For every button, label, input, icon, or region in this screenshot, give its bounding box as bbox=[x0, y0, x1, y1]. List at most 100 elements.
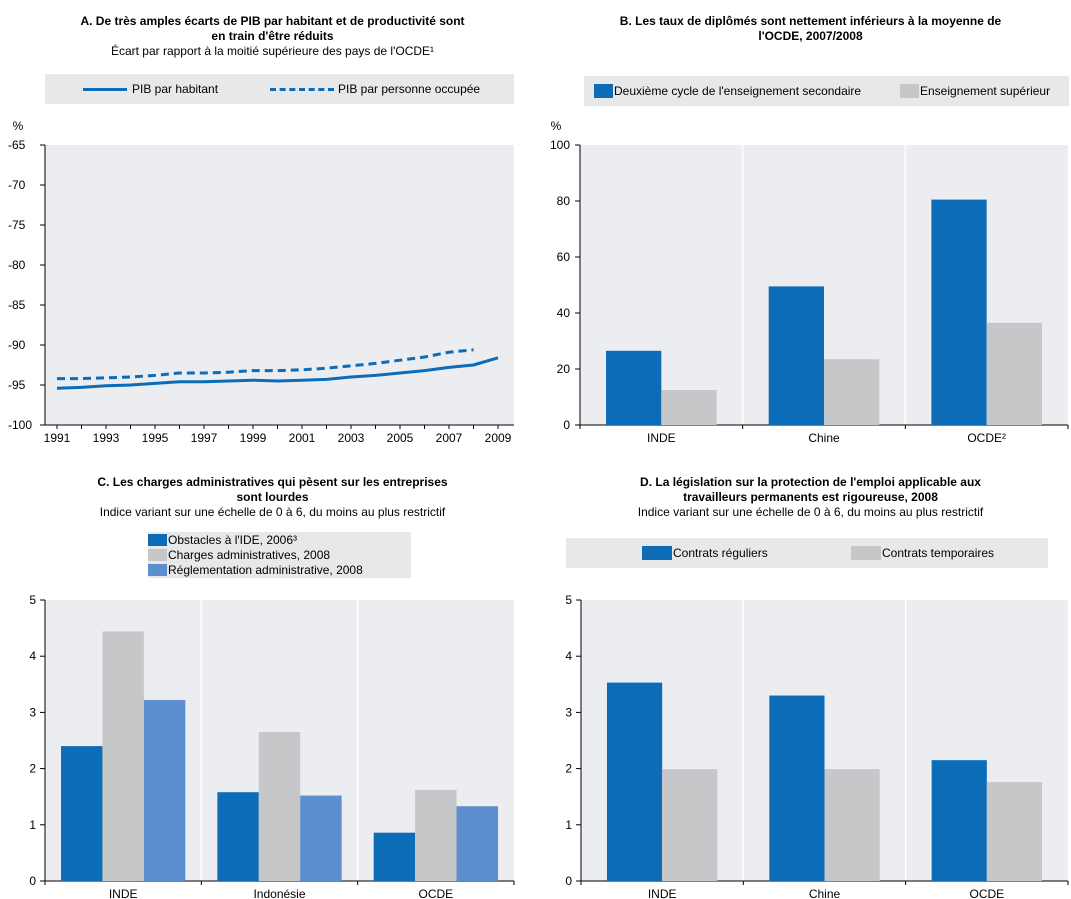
panel-c: C. Les charges administratives qui pèsen… bbox=[0, 440, 530, 899]
bar bbox=[258, 732, 301, 881]
legend-lightblue-swatch bbox=[148, 564, 167, 576]
panel-b-chart: 0 20 40 60 80 100% INDE Chine OCDE² bbox=[550, 119, 1069, 445]
bar bbox=[661, 390, 717, 425]
legend-blue-swatch bbox=[594, 84, 613, 98]
panel-b-legend-label-1: Deuxième cycle de l'enseignement seconda… bbox=[614, 84, 862, 98]
bar bbox=[662, 769, 718, 881]
legend-blue-swatch bbox=[642, 546, 672, 560]
x-tick-label: OCDE² bbox=[967, 431, 1006, 445]
legend-dashed-line-icon bbox=[270, 88, 334, 91]
panel-b: B. Les taux de diplômés sont nettement i… bbox=[530, 0, 1071, 445]
y-tick-label: -75 bbox=[8, 218, 26, 232]
x-tick-label: Chine bbox=[808, 431, 840, 445]
panel-d: D. La législation sur la protection de l… bbox=[530, 440, 1071, 899]
x-tick-label: 2001 bbox=[289, 431, 316, 445]
y-tick-label: 20 bbox=[557, 362, 571, 376]
bar bbox=[217, 792, 259, 881]
y-tick-label: -100 bbox=[8, 418, 32, 432]
y-tick-label: 4 bbox=[29, 649, 36, 663]
y-tick-label: -80 bbox=[8, 258, 26, 272]
series-line-pib-par-habitant bbox=[56, 356, 499, 390]
x-tick-label: INDE bbox=[647, 431, 676, 445]
panel-a-chart: -65 -70 -75 -80 -85 -90 -95 -100% 1991 1993 1995 19… bbox=[8, 119, 514, 445]
x-tick-label: INDE bbox=[109, 887, 138, 899]
y-tick-label: 5 bbox=[565, 593, 572, 607]
y-tick-label: 100 bbox=[550, 138, 570, 152]
panel-a-title-line1: A. De très amples écarts de PIB par habi… bbox=[80, 14, 465, 28]
plot-area bbox=[45, 145, 514, 425]
panel-b-title-line2: l'OCDE, 2007/2008 bbox=[758, 29, 863, 43]
legend-grey-swatch bbox=[851, 546, 881, 560]
bar bbox=[824, 769, 880, 881]
bar bbox=[606, 682, 663, 881]
y-tick-label: 2 bbox=[565, 762, 572, 776]
bar bbox=[373, 832, 416, 881]
panel-c-legend-label-3: Réglementation administrative, 2008 bbox=[168, 563, 363, 577]
y-tick-label: 40 bbox=[557, 306, 571, 320]
y-tick-label: 0 bbox=[29, 874, 36, 888]
panel-d-legend: Contrats réguliers Contrats temporaires bbox=[566, 538, 1048, 568]
x-tick-label: 1995 bbox=[142, 431, 169, 445]
bar bbox=[456, 806, 498, 881]
y-tick-label: 1 bbox=[29, 818, 36, 832]
legend-grey-swatch bbox=[900, 84, 919, 98]
legend-solid-line-icon bbox=[83, 88, 127, 91]
bar bbox=[143, 700, 186, 881]
bar bbox=[769, 695, 825, 881]
y-tick-label: -95 bbox=[8, 378, 26, 392]
y-tick-label: 3 bbox=[565, 705, 572, 719]
x-tick-label: OCDE bbox=[969, 887, 1004, 899]
panel-d-legend-label-1: Contrats réguliers bbox=[673, 546, 768, 560]
bar bbox=[768, 286, 824, 425]
x-tick-label: 1993 bbox=[93, 431, 120, 445]
y-tick-label: 2 bbox=[29, 762, 36, 776]
panel-b-title-line1: B. Les taux de diplômés sont nettement i… bbox=[619, 14, 1002, 28]
x-tick-label: OCDE bbox=[418, 887, 453, 899]
bar bbox=[300, 795, 342, 881]
legend-grey-swatch bbox=[148, 549, 167, 561]
panel-b-legend: Deuxième cycle de l'enseignement seconda… bbox=[584, 76, 1069, 106]
panel-c-legend-label-1: Obstacles à l'IDE, 2006³ bbox=[168, 533, 298, 547]
y-tick-label: 0 bbox=[563, 418, 570, 432]
series-line-pib-par-personne-occupee bbox=[57, 348, 474, 381]
panel-c-chart: 0 1 2 3 4 5 INDE Indonésie OCDE bbox=[29, 593, 515, 899]
panel-d-legend-label-2: Contrats temporaires bbox=[882, 546, 995, 560]
y-tick-label: -65 bbox=[8, 138, 26, 152]
y-unit-label: % bbox=[551, 119, 562, 133]
panel-c-title-line2: sont lourdes bbox=[236, 490, 309, 504]
bar bbox=[986, 322, 1042, 425]
panel-d-title-line2: travailleurs permanents est rigoureuse, … bbox=[683, 490, 938, 504]
x-tick-label: 2005 bbox=[387, 431, 414, 445]
panel-a-legend: PIB par habitant PIB par personne occupé… bbox=[45, 74, 514, 104]
panel-c-subtitle: Indice variant sur une échelle de 0 à 6,… bbox=[99, 505, 446, 519]
x-tick-label: Chine bbox=[809, 887, 841, 899]
x-tick-label: 1997 bbox=[191, 431, 218, 445]
x-tick-label: 2009 bbox=[485, 431, 512, 445]
y-tick-label: 60 bbox=[557, 250, 571, 264]
bar bbox=[986, 782, 1043, 881]
x-tick-label: 2003 bbox=[338, 431, 365, 445]
panel-d-title-line1: D. La législation sur la protection de l… bbox=[640, 475, 981, 489]
y-tick-label: 1 bbox=[565, 818, 572, 832]
legend-blue-swatch bbox=[148, 534, 167, 546]
panel-a-subtitle: Écart par rapport à la moitié supérieure… bbox=[110, 44, 435, 58]
panel-c-title-line1: C. Les charges administratives qui pèsen… bbox=[97, 475, 448, 489]
panel-a-title-line2: en train d'être réduits bbox=[211, 29, 334, 43]
bar bbox=[102, 631, 144, 881]
y-tick-label: 4 bbox=[565, 649, 572, 663]
y-tick-label: -85 bbox=[8, 298, 26, 312]
bar bbox=[61, 746, 103, 881]
panel-d-chart: 0 1 2 3 4 5 INDE Chine OCDE bbox=[565, 593, 1069, 899]
panel-a-legend-label-1: PIB par habitant bbox=[132, 82, 219, 96]
panel-b-legend-label-2: Enseignement supérieur bbox=[920, 84, 1051, 98]
y-tick-label: 80 bbox=[557, 194, 571, 208]
bar bbox=[606, 350, 662, 425]
y-tick-label: 3 bbox=[29, 705, 36, 719]
panel-a-legend-label-2: PIB par personne occupée bbox=[338, 82, 481, 96]
bar bbox=[931, 199, 987, 425]
bar bbox=[824, 359, 880, 425]
panel-c-legend-label-2: Charges administratives, 2008 bbox=[168, 548, 331, 562]
panel-c-legend: Obstacles à l'IDE, 2006³ Charges adminis… bbox=[148, 532, 411, 578]
x-tick-label: INDE bbox=[648, 887, 677, 899]
x-tick-label: 2007 bbox=[436, 431, 463, 445]
